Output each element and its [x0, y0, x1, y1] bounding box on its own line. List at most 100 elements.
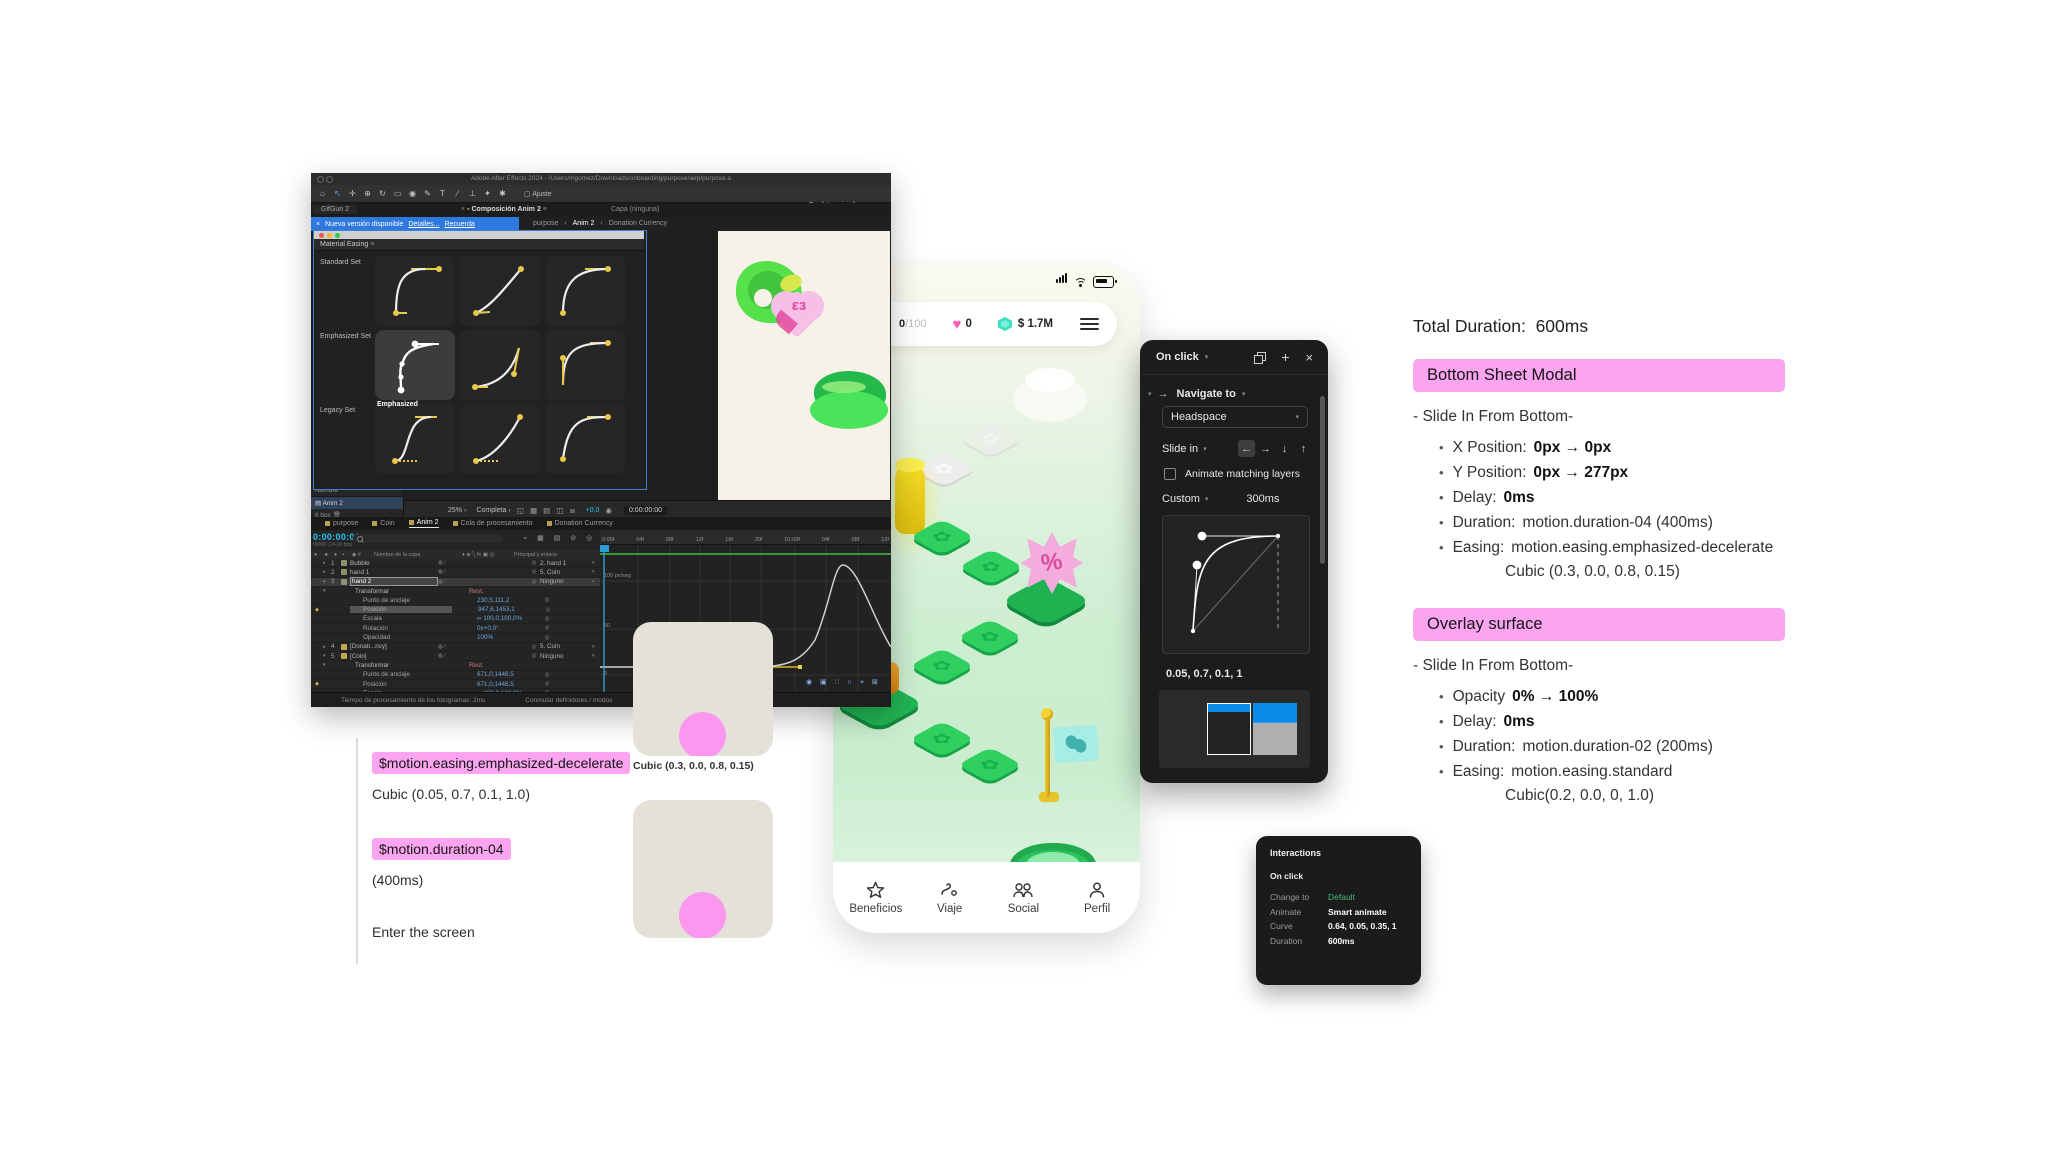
discount-badge[interactable]: %: [1021, 532, 1083, 594]
timeline-tab[interactable]: Cola de procesamiento: [452, 520, 533, 527]
layer-name[interactable]: [Donati...ncy]: [350, 643, 387, 651]
timeline-row[interactable]: ▾ Transformar Rest.: [311, 587, 600, 597]
layer-name[interactable]: Escala: [350, 690, 451, 692]
time-ruler[interactable]: 0:00f 04f 08f 12f 16f 20f 01:00f 04f 08f 12f: [600, 530, 891, 545]
ajuste-toggle[interactable]: ▢ Ajuste: [524, 190, 552, 198]
layer-name[interactable]: Bubble: [350, 559, 370, 567]
timeline-search-input[interactable]: [353, 534, 503, 543]
graph-editor-icons[interactable]: ◉ ▣ ∷ ∩ ⌖ ⊠: [806, 679, 881, 686]
resolution-selector[interactable]: Completa ▾: [476, 506, 511, 514]
ae-tool-icon[interactable]: ⊕: [364, 189, 371, 198]
timeline-row[interactable]: Punto de anclaje 671,0,1448,5 ◎: [311, 671, 600, 680]
viewer-icon[interactable]: ▦: [530, 505, 538, 515]
scrollbar[interactable]: [1320, 396, 1325, 564]
timeline-row[interactable]: Escala ∞ 100,0,100,0% ◎: [311, 615, 600, 625]
property-value[interactable]: Rest.: [469, 587, 484, 595]
layer-name[interactable]: Escala: [363, 615, 382, 623]
ae-tool-icon[interactable]: ✦: [484, 189, 491, 198]
project-bpc[interactable]: 8 bpc 🗑: [315, 512, 341, 519]
timeline-tab[interactable]: purpose: [325, 520, 358, 527]
ae-tool-icon[interactable]: ∕: [456, 189, 459, 198]
menu-button[interactable]: [1080, 315, 1099, 333]
layer-name[interactable]: Transformar: [355, 587, 390, 595]
property-value[interactable]: 671,0,1448,5: [477, 680, 514, 688]
parent-selector[interactable]: 5. Coin: [540, 643, 560, 651]
project-item[interactable]: ▤ Anim 2: [311, 497, 403, 509]
layer-name[interactable]: Punto de anclaje: [363, 671, 410, 679]
window-dot[interactable]: [326, 176, 333, 183]
add-interaction-icon[interactable]: +: [1281, 349, 1290, 365]
viewer-timecode[interactable]: 0:00:00:00: [623, 505, 668, 515]
ae-tool-icon[interactable]: ⌂: [320, 189, 325, 198]
ae-tool-icon[interactable]: ✱: [499, 189, 506, 198]
ae-tool-icon[interactable]: ▭: [393, 189, 402, 198]
property-value[interactable]: 0x+0,0°: [477, 624, 499, 632]
checkbox[interactable]: [1164, 468, 1176, 480]
breadcrumb-item[interactable]: Donation Currency: [608, 220, 668, 227]
duration-field[interactable]: 300ms: [1246, 493, 1280, 505]
timeline-row[interactable]: ▸ 2 hand 1 ◍ ∕ ◎ 5. Coin ▾: [311, 568, 600, 578]
layer-name[interactable]: hand 2: [350, 577, 438, 587]
easing-preset-standard-2[interactable]: [460, 256, 540, 326]
timeline-row[interactable]: ◆ Posición 947,6,1453,1 ◎: [311, 605, 600, 615]
easing-preset-emphasized-2[interactable]: [460, 330, 540, 400]
layer-name[interactable]: hand 1: [350, 568, 370, 576]
action-row[interactable]: ▾ → Navigate to ▾: [1148, 388, 1320, 400]
easing-preset-legacy-2[interactable]: [460, 404, 540, 474]
property-value[interactable]: ∞ 100,0,100,0%: [477, 615, 523, 623]
property-value[interactable]: 947,6,1453,1: [478, 606, 515, 614]
close-tab-icon[interactable]: ×: [461, 206, 466, 213]
snapshot-icon[interactable]: ◉: [605, 505, 612, 515]
nav-item-viaje[interactable]: Viaje: [918, 881, 982, 915]
property-value[interactable]: 671,0,1448,5: [477, 671, 514, 679]
parent-column[interactable]: Principal y enlace: [514, 551, 558, 558]
path-tile[interactable]: ✿: [958, 549, 1024, 585]
easing-preset-standard-3[interactable]: [545, 256, 625, 326]
coin-pillar[interactable]: [895, 458, 925, 534]
path-tile[interactable]: ✿: [909, 648, 975, 684]
easing-dropdown[interactable]: Custom: [1162, 493, 1200, 505]
parent-selector[interactable]: Ninguno: [540, 652, 564, 660]
ae-tool-icon[interactable]: T: [440, 189, 445, 198]
breadcrumb-item[interactable]: purpose: [533, 220, 559, 227]
disclosure-icon[interactable]: ▾: [1148, 391, 1152, 398]
direction-button[interactable]: →: [1260, 442, 1271, 455]
path-tile[interactable]: ✿: [957, 747, 1023, 783]
ae-tool-icon[interactable]: ↖: [334, 189, 341, 198]
timeline-tab[interactable]: Donation Currency: [546, 520, 613, 527]
path-tile[interactable]: ✿: [909, 721, 975, 757]
timeline-tab[interactable]: Coin: [372, 520, 395, 527]
timeline-header-icons[interactable]: ⌁ ▦ ▤ ⊘ ◎: [523, 535, 597, 542]
layer-name[interactable]: Opacidad: [363, 634, 390, 642]
minimize-dot[interactable]: [327, 232, 332, 238]
ae-tool-icon[interactable]: ✎: [424, 189, 431, 198]
timeline-row[interactable]: Escala ∞ 100,0,100,0% ◎: [311, 689, 600, 692]
zoom-dot[interactable]: [335, 232, 340, 238]
property-value[interactable]: Rest.: [469, 661, 484, 669]
breadcrumb-item-current[interactable]: Anim 2: [572, 220, 595, 227]
timeline-timecode[interactable]: 0:00:00:00: [313, 532, 361, 542]
close-dot[interactable]: [319, 232, 324, 238]
timeline-row[interactable]: ◆ Posición 671,0,1448,5 ◎: [311, 680, 600, 690]
timeline-row[interactable]: ▾ 3 hand 2 ◍ ∕ ◎ Ninguno ▾: [311, 577, 600, 587]
layer-name[interactable]: [Coin]: [350, 652, 367, 660]
exposure-offset[interactable]: +0,0: [585, 506, 600, 514]
timeline-tab[interactable]: Anim 2: [408, 519, 439, 528]
viewer-icon[interactable]: ◱: [516, 505, 525, 515]
direction-button[interactable]: ↓: [1281, 442, 1288, 455]
panel-menu-icon[interactable]: ≡: [542, 206, 547, 213]
close-icon[interactable]: ×: [1305, 349, 1314, 365]
trigger-dropdown[interactable]: On click: [1156, 351, 1199, 363]
easing-preset-legacy-1[interactable]: [375, 404, 455, 474]
detach-icon[interactable]: [1254, 351, 1267, 364]
easing-preset-emphasized-3[interactable]: [545, 330, 625, 400]
parent-selector[interactable]: 5. Coin: [540, 568, 560, 576]
direction-button[interactable]: ←: [1238, 440, 1255, 457]
viewer-icon[interactable]: ▤: [543, 505, 551, 515]
nav-item-social[interactable]: Social: [991, 881, 1055, 915]
timeline-row[interactable]: ▸ 1 Bubble ◍ ∕ ◎ 2. hand 1 ▾: [311, 559, 600, 569]
layer-name-column[interactable]: Nombre de la capa: [374, 551, 421, 558]
viewer-icon[interactable]: ≣: [569, 505, 576, 515]
update-notification[interactable]: × Nueva versión disponible Detalles... R…: [311, 217, 519, 231]
layer-name[interactable]: Transformar: [355, 661, 390, 669]
